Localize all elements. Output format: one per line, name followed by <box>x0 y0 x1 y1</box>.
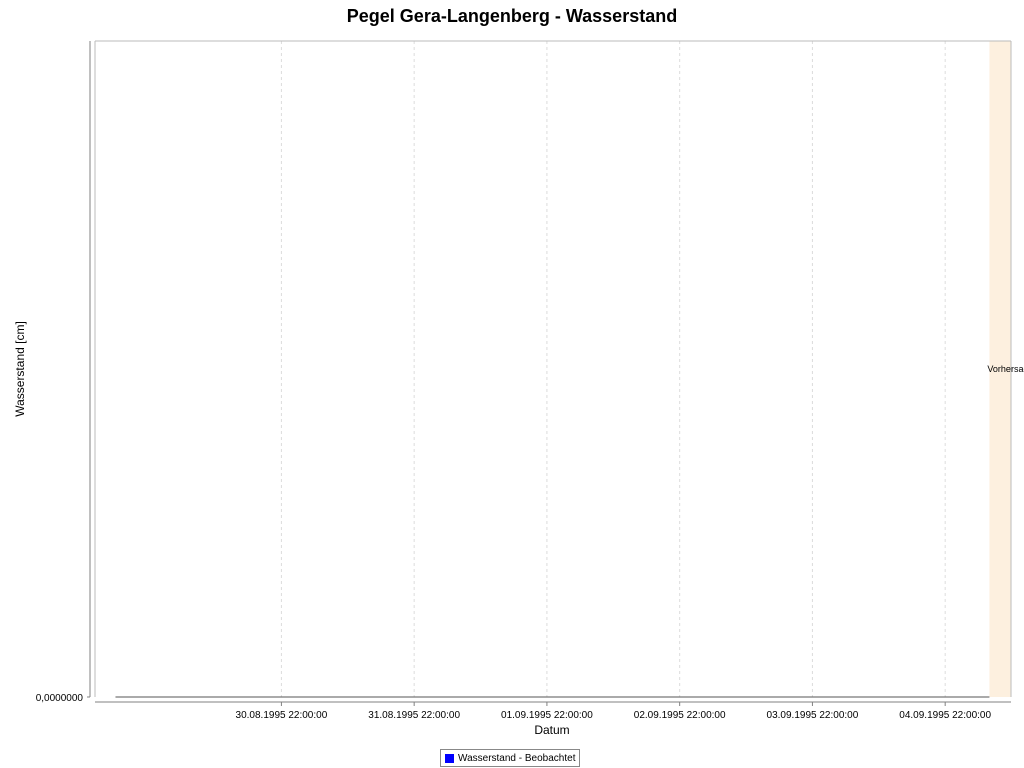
x-tick-label: 30.08.1995 22:00:00 <box>236 710 328 721</box>
y-tick-label: 0,0000000 <box>36 693 84 704</box>
forecast-region <box>989 41 1011 697</box>
forecast-region-label: Vorhersage <box>987 364 1024 374</box>
x-tick-label: 31.08.1995 22:00:00 <box>368 710 460 721</box>
x-tick-label: 04.09.1995 22:00:00 <box>899 710 991 721</box>
x-axis-label: Datum <box>534 723 570 737</box>
legend-swatch <box>445 753 454 763</box>
legend: Wasserstand - Beobachtet <box>440 749 581 767</box>
chart-title: Pegel Gera-Langenberg - Wasserstand <box>346 6 678 26</box>
x-tick-label: 03.09.1995 22:00:00 <box>767 710 859 721</box>
legend-label: Wasserstand - Beobachtet <box>458 752 576 764</box>
x-tick-label: 02.09.1995 22:00:00 <box>634 710 726 721</box>
x-tick-label: 01.09.1995 22:00:00 <box>501 710 593 721</box>
plot-background <box>95 41 1011 697</box>
